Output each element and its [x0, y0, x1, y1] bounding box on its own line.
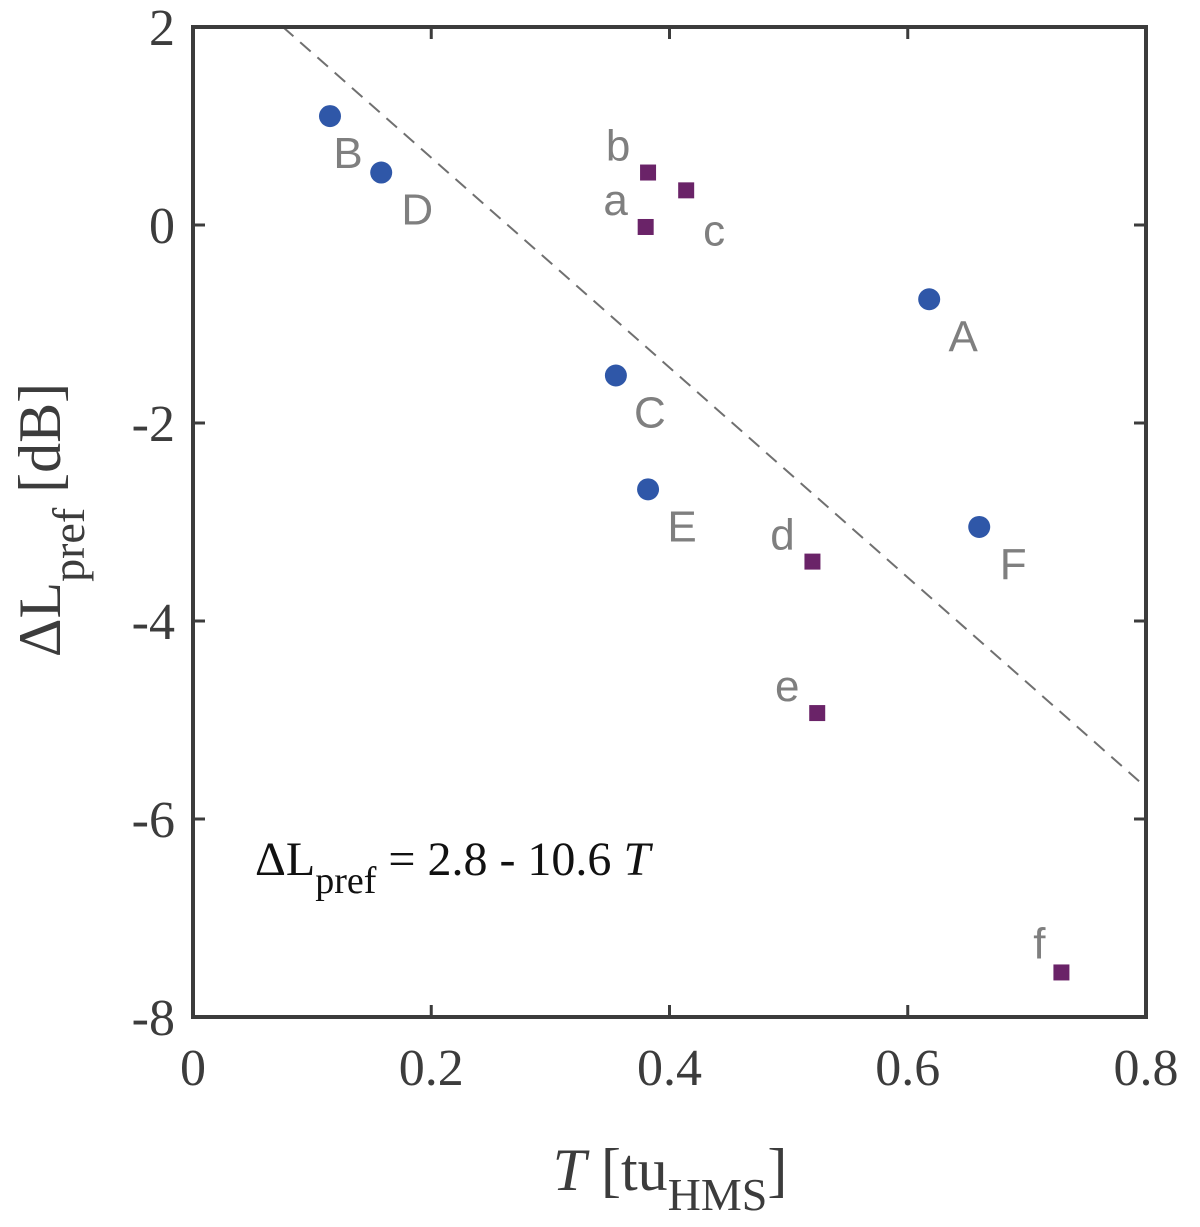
annotation-equation: ΔLpref = 2.8 - 10.6 T	[255, 833, 653, 902]
data-points: A B C D E Fab c d e f	[318, 105, 1070, 981]
fit-line-group	[282, 26, 1147, 789]
data-point-e	[809, 705, 826, 722]
y-axis-symbol: ΔL	[7, 582, 73, 657]
x-axis-unit-sub: HMS	[668, 1169, 768, 1220]
y-tick-label: -4	[132, 594, 175, 651]
x-axis-title: T [tuHMS]	[553, 1137, 788, 1220]
point-label-E: E	[667, 502, 696, 551]
point-label-B: B	[333, 129, 362, 178]
x-tick-label: 0.8	[1114, 1040, 1179, 1097]
data-point-c	[678, 182, 695, 199]
y-axis-sub: pref	[43, 507, 94, 582]
point-label-F: F	[1000, 540, 1027, 589]
data-point-d	[804, 553, 821, 570]
axis-ticks: 0 0.2 0.4 0.6 0.8 -8 -6 -4 -2 0 2	[132, 0, 1179, 1097]
data-point-E	[637, 478, 660, 501]
point-label-f: f	[1033, 919, 1046, 968]
data-point-B	[318, 105, 341, 128]
data-point-f	[1053, 964, 1070, 981]
point-label-a: a	[603, 176, 628, 225]
annotation-sub: pref	[315, 860, 377, 902]
plot-frame	[191, 25, 1148, 1019]
y-axis-title: ΔLpref [dB]	[7, 383, 94, 657]
point-label-C: C	[634, 388, 666, 437]
x-axis-unit-open: [tu	[586, 1137, 668, 1203]
point-label-D: D	[401, 186, 433, 235]
data-point-F	[968, 515, 991, 538]
x-tick-label: 0.4	[637, 1040, 702, 1097]
annotation-var: T	[623, 833, 653, 886]
annotation-rest: = 2.8 - 10.6	[376, 833, 623, 886]
point-label-e: e	[775, 662, 799, 711]
y-tick-label: -2	[132, 396, 175, 453]
data-point-b	[640, 164, 657, 181]
x-axis-symbol: T	[553, 1137, 590, 1203]
x-tick-label: 0	[180, 1040, 206, 1097]
data-point-C	[604, 364, 627, 387]
data-point-a	[637, 218, 654, 235]
fit-line	[282, 26, 1147, 789]
y-tick-label: -8	[132, 990, 175, 1047]
annotation-prefix: ΔL	[255, 833, 315, 886]
point-label-d: d	[770, 511, 794, 560]
x-axis-unit-close: ]	[767, 1137, 787, 1203]
point-label-b: b	[606, 122, 630, 171]
point-label-A: A	[949, 312, 979, 361]
y-axis-unit: [dB]	[7, 383, 73, 508]
x-tick-label: 0.2	[399, 1040, 464, 1097]
data-point-A	[918, 288, 941, 311]
x-tick-label: 0.6	[875, 1040, 940, 1097]
y-tick-label: 2	[149, 0, 175, 57]
y-tick-label: -6	[132, 792, 175, 849]
y-tick-label: 0	[149, 198, 175, 255]
data-point-D	[370, 161, 393, 184]
point-label-c: c	[703, 206, 725, 255]
